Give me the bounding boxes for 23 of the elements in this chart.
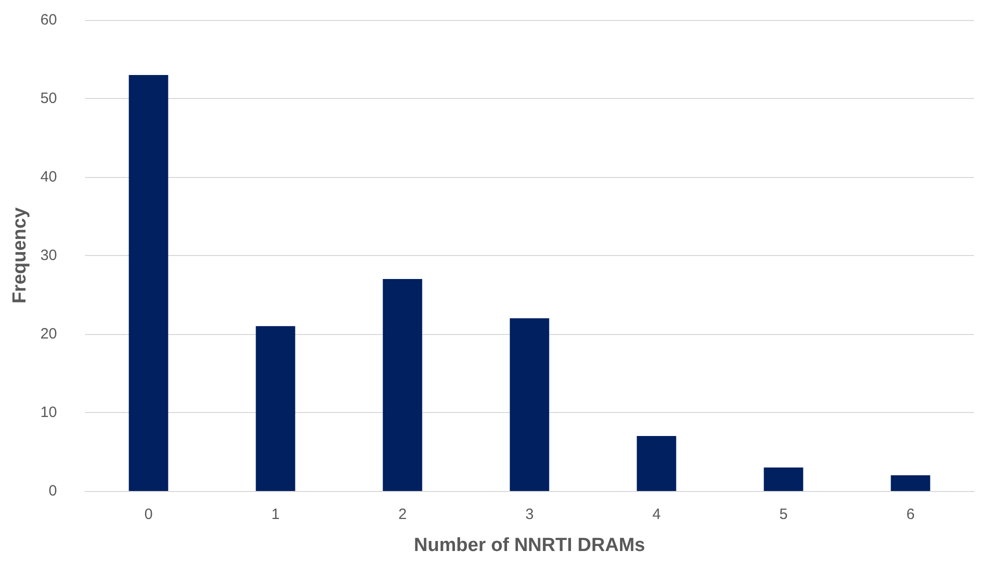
y-tick-label: 0 (48, 482, 57, 500)
x-axis-title: Number of NNRTI DRAMs (414, 535, 646, 556)
y-tick-label: 20 (40, 326, 57, 342)
y-tick-label: 30 (40, 247, 57, 264)
y-tick-label: 50 (40, 90, 57, 107)
x-tick-label: 0 (144, 506, 153, 523)
x-tick-label: 5 (779, 506, 788, 523)
y-tick-label: 60 (40, 12, 57, 28)
y-tick-label: 40 (40, 168, 57, 186)
bar (382, 279, 422, 491)
bar (510, 318, 550, 491)
bar (256, 326, 296, 491)
bar (890, 475, 930, 491)
bar (128, 74, 168, 491)
y-axis-title: Frequency (9, 207, 30, 304)
x-tick-label: 4 (652, 506, 661, 523)
x-tick-label: 6 (906, 506, 915, 523)
x-tick-label: 1 (271, 506, 280, 523)
x-tick-label: 3 (525, 506, 534, 523)
bar (636, 436, 676, 491)
bar (764, 467, 804, 491)
y-tick-label: 10 (40, 404, 57, 421)
x-tick-label: 2 (398, 506, 407, 523)
